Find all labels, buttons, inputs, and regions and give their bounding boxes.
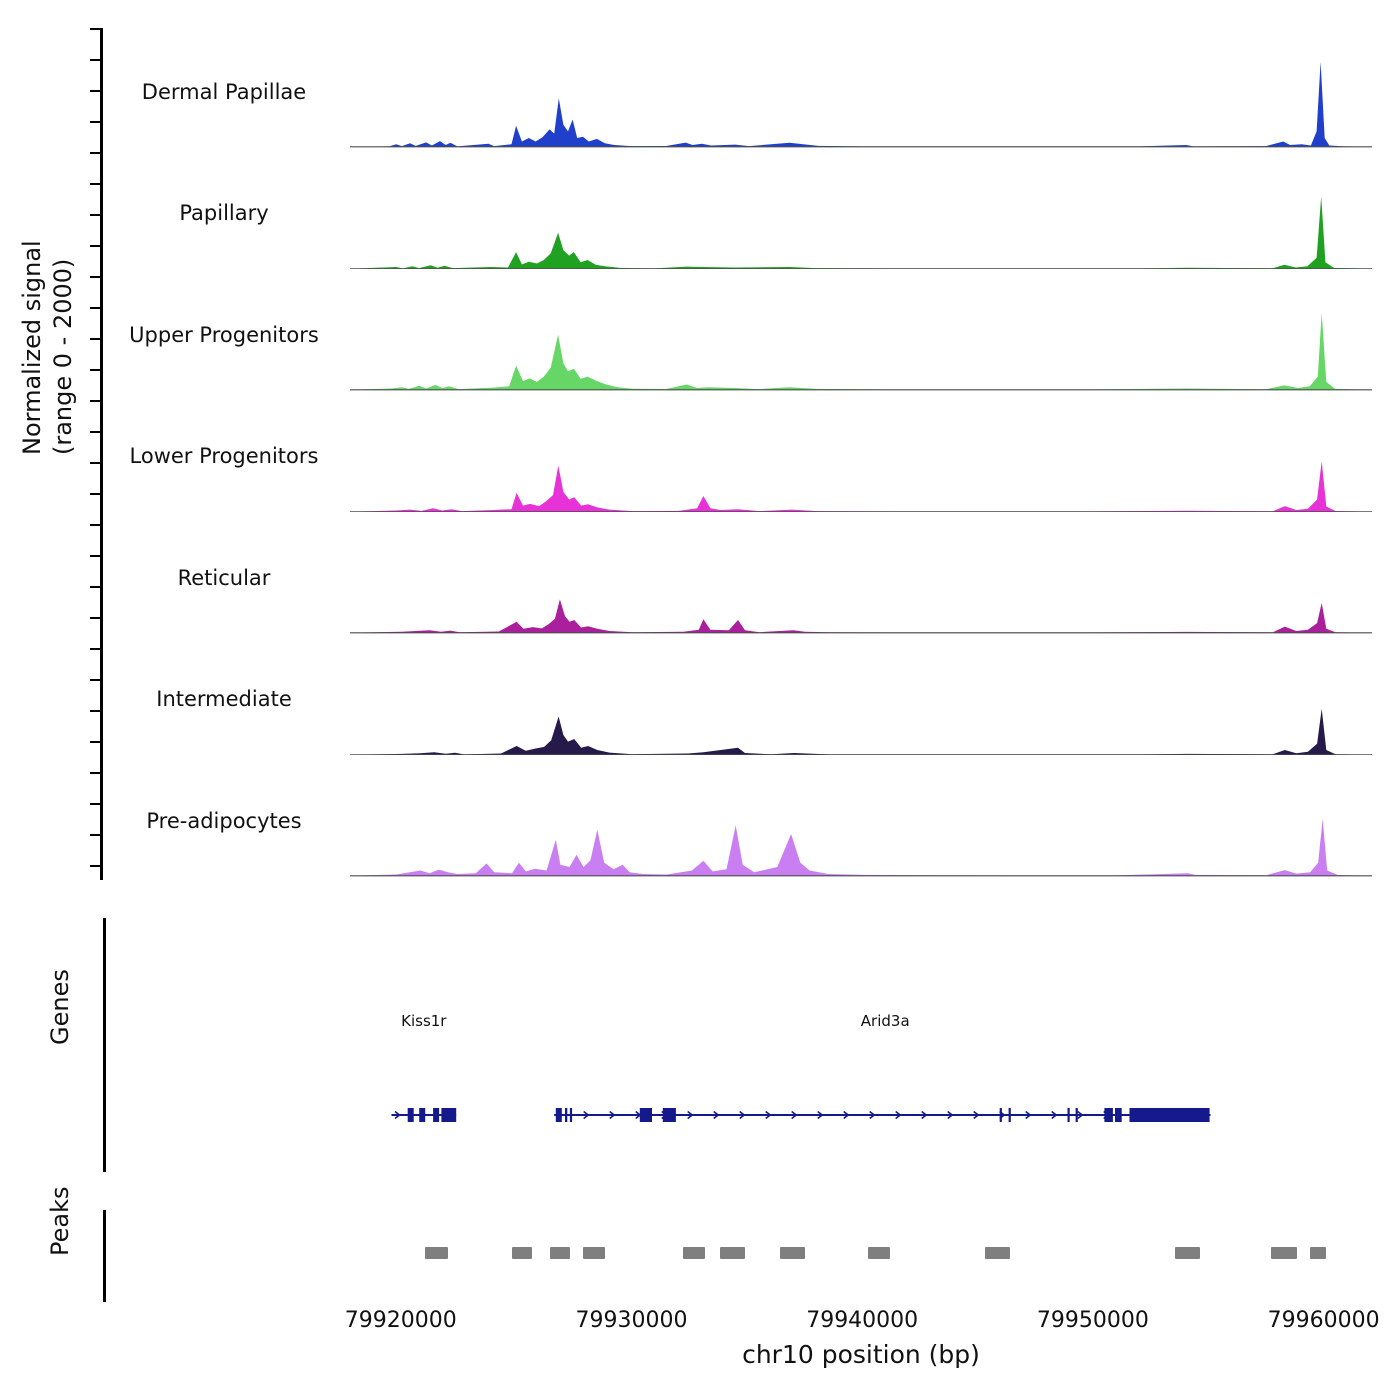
track-label-reticular: Reticular bbox=[177, 565, 271, 590]
track-labels: Dermal Papillae Papillary Upper Progenitor… bbox=[100, 26, 348, 877]
y-axis-ticks bbox=[90, 28, 100, 880]
genes-axis-line bbox=[103, 918, 106, 1172]
track-label-pre-adipocytes: Pre-adipocytes bbox=[146, 808, 302, 833]
gene-names: Kiss1r Arid3a bbox=[350, 1012, 1372, 1036]
signal-track-dermal-papillae bbox=[350, 26, 1372, 148]
signal-area-papillary bbox=[350, 195, 1372, 269]
peak-box bbox=[867, 1247, 890, 1259]
signal-track-pre-adipocytes bbox=[350, 755, 1372, 877]
peak-box bbox=[550, 1247, 570, 1259]
peaks-track bbox=[350, 1247, 1372, 1261]
signal-area-reticular bbox=[350, 599, 1372, 634]
x-axis-tick-label: 79920000 bbox=[344, 1308, 457, 1333]
x-axis-ticks: 79920000 79930000 79940000 79950000 79960000 bbox=[345, 1308, 1380, 1336]
x-axis-tick-label: 79940000 bbox=[806, 1308, 919, 1333]
genes-svg bbox=[391, 1108, 1211, 1122]
signal-track-intermediate bbox=[350, 634, 1372, 756]
peaks-axis-line bbox=[103, 1210, 106, 1302]
genes-track bbox=[350, 1088, 1372, 1144]
peak-box bbox=[512, 1247, 533, 1259]
y-axis-line bbox=[100, 28, 103, 880]
signal-area-dermal-papillae bbox=[350, 61, 1372, 148]
gene-name-kiss1r: Kiss1r bbox=[401, 1012, 447, 1030]
track-label-papillary: Papillary bbox=[179, 201, 269, 226]
peak-box bbox=[425, 1247, 449, 1259]
track-label-lower-progenitors: Lower Progenitors bbox=[129, 444, 319, 469]
peak-box bbox=[1271, 1247, 1297, 1259]
signal-track-upper-progenitors bbox=[350, 269, 1372, 391]
peak-box bbox=[779, 1247, 805, 1259]
signal-area-upper-progenitors bbox=[350, 312, 1372, 391]
signal-area-pre-adipocytes bbox=[350, 818, 1372, 877]
signal-track-papillary bbox=[350, 148, 1372, 270]
peak-box bbox=[984, 1247, 1010, 1259]
gene-name-arid3a: Arid3a bbox=[860, 1012, 910, 1030]
peak-box bbox=[719, 1247, 745, 1259]
x-axis-title: chr10 position (bp) bbox=[742, 1340, 980, 1369]
peak-box bbox=[682, 1247, 705, 1259]
x-axis-tick-label: 79960000 bbox=[1267, 1308, 1380, 1333]
x-axis-tick-label: 79950000 bbox=[1036, 1308, 1149, 1333]
signal-track-reticular bbox=[350, 512, 1372, 634]
track-label-dermal-papillae: Dermal Papillae bbox=[141, 79, 307, 104]
x-axis-tick-label: 79930000 bbox=[575, 1308, 688, 1333]
signal-area-lower-progenitors bbox=[350, 460, 1372, 512]
peak-box bbox=[1174, 1247, 1200, 1259]
signal-area-intermediate bbox=[350, 708, 1372, 755]
track-label-intermediate: Intermediate bbox=[156, 687, 292, 712]
signal-track-lower-progenitors bbox=[350, 391, 1372, 513]
track-label-upper-progenitors: Upper Progenitors bbox=[129, 322, 319, 347]
peak-box bbox=[1309, 1247, 1326, 1259]
signal-tracks bbox=[350, 26, 1372, 877]
peak-box bbox=[583, 1247, 605, 1259]
